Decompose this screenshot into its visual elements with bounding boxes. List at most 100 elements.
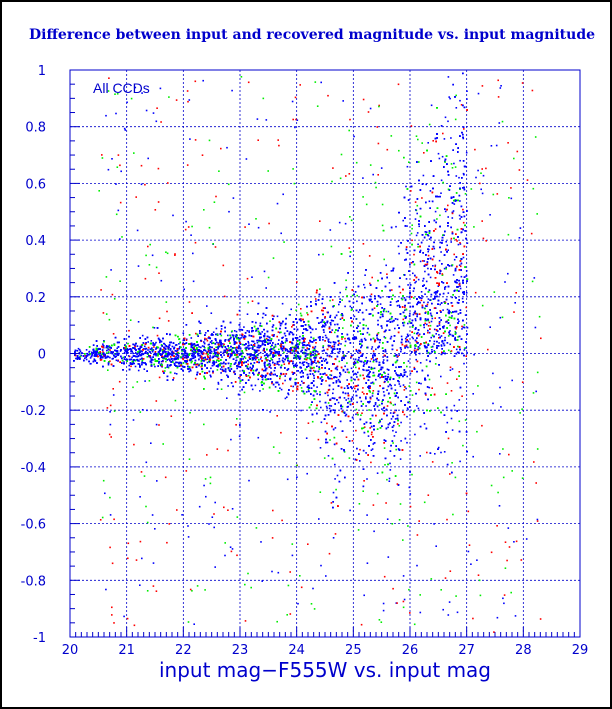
scatter-point: [294, 381, 296, 384]
scatter-point: [283, 363, 286, 365]
scatter-point: [206, 361, 209, 364]
scatter-point: [436, 218, 438, 220]
scatter-point: [449, 333, 452, 336]
scatter-point: [204, 347, 206, 349]
scatter-point: [328, 326, 331, 328]
scatter-point: [390, 270, 393, 272]
scatter-point: [196, 344, 198, 347]
scatter-point: [462, 326, 464, 328]
scatter-point: [274, 386, 277, 388]
scatter-point: [411, 394, 414, 396]
scatter-point: [244, 357, 247, 359]
scatter-point: [433, 350, 436, 352]
scatter-point: [435, 333, 437, 335]
scatter-point: [228, 347, 230, 349]
scatter-point: [150, 359, 153, 362]
scatter-point: [343, 397, 346, 399]
scatter-point: [153, 346, 155, 348]
scatter-point: [376, 333, 379, 335]
scatter-point: [425, 183, 427, 186]
scatter-point: [316, 386, 318, 388]
scatter-point: [305, 391, 308, 393]
scatter-point: [428, 245, 430, 248]
scatter-point: [421, 295, 423, 297]
scatter-point: [415, 234, 418, 237]
scatter-point: [394, 327, 396, 330]
scatter-point: [148, 355, 151, 358]
scatter-point: [455, 348, 458, 351]
scatter-point: [329, 374, 331, 376]
scatter-point: [392, 404, 395, 406]
scatter-point: [306, 354, 308, 356]
scatter-point: [459, 243, 462, 245]
scatter-point: [185, 338, 188, 341]
scatter-point: [314, 359, 316, 361]
scatter-point: [174, 344, 177, 346]
scatter-point: [254, 384, 257, 387]
scatter-point: [373, 530, 375, 533]
scatter-point: [390, 418, 393, 420]
scatter-point: [451, 315, 453, 317]
scatter-point: [297, 343, 299, 345]
scatter-point: [325, 380, 327, 382]
scatter-point: [419, 344, 421, 346]
scatter-point: [144, 345, 146, 348]
scatter-point: [433, 343, 435, 345]
scatter-point: [447, 349, 450, 352]
scatter-point: [279, 344, 281, 347]
scatter-point: [443, 138, 446, 140]
scatter-point: [451, 231, 454, 233]
scatter-point: [317, 361, 320, 364]
scatter-point: [125, 350, 127, 352]
scatter-point: [450, 137, 452, 139]
scatter-point: [454, 199, 456, 201]
scatter-point: [385, 310, 388, 313]
scatter-point: [328, 355, 331, 358]
scatter-point: [412, 272, 414, 275]
scatter-point: [258, 349, 260, 352]
scatter-point: [215, 327, 218, 330]
scatter-point: [115, 359, 118, 362]
scatter-point: [380, 313, 382, 316]
scatter-point: [338, 375, 341, 378]
scatter-point: [329, 341, 332, 344]
scatter-point: [138, 360, 140, 362]
scatter-point: [412, 313, 415, 316]
scatter-point: [427, 254, 430, 257]
scatter-point: [430, 320, 433, 323]
scatter-point: [443, 451, 446, 453]
scatter-point: [241, 379, 244, 381]
scatter-point: [177, 352, 180, 354]
scatter-point: [438, 259, 441, 262]
scatter-point: [223, 354, 225, 356]
scatter-point: [400, 421, 402, 424]
scatter-point: [370, 449, 373, 451]
scatter-point: [383, 410, 386, 412]
scatter-point: [369, 427, 371, 429]
scatter-point: [226, 352, 229, 355]
scatter-point: [345, 286, 348, 289]
scatter-point: [350, 357, 352, 359]
scatter-point: [220, 328, 223, 330]
scatter-point: [459, 159, 461, 162]
scatter-point: [344, 344, 346, 347]
scatter-point: [321, 321, 323, 323]
scatter-point: [355, 337, 358, 340]
scatter-point: [440, 344, 443, 346]
scatter-point: [444, 336, 446, 339]
scatter-point: [217, 381, 220, 384]
scatter-point: [309, 345, 311, 348]
scatter-point: [201, 351, 204, 353]
scatter-point: [373, 307, 376, 309]
scatter-point: [446, 308, 449, 311]
scatter-point: [365, 396, 367, 398]
scatter-point: [256, 356, 259, 359]
scatter-point: [451, 462, 453, 464]
scatter-point: [257, 378, 260, 381]
scatter-point: [387, 381, 389, 383]
scatter-point: [182, 358, 185, 361]
scatter-point: [301, 337, 303, 340]
scatter-point: [413, 297, 415, 299]
scatter-point: [284, 349, 287, 352]
scatter-point: [348, 457, 351, 459]
